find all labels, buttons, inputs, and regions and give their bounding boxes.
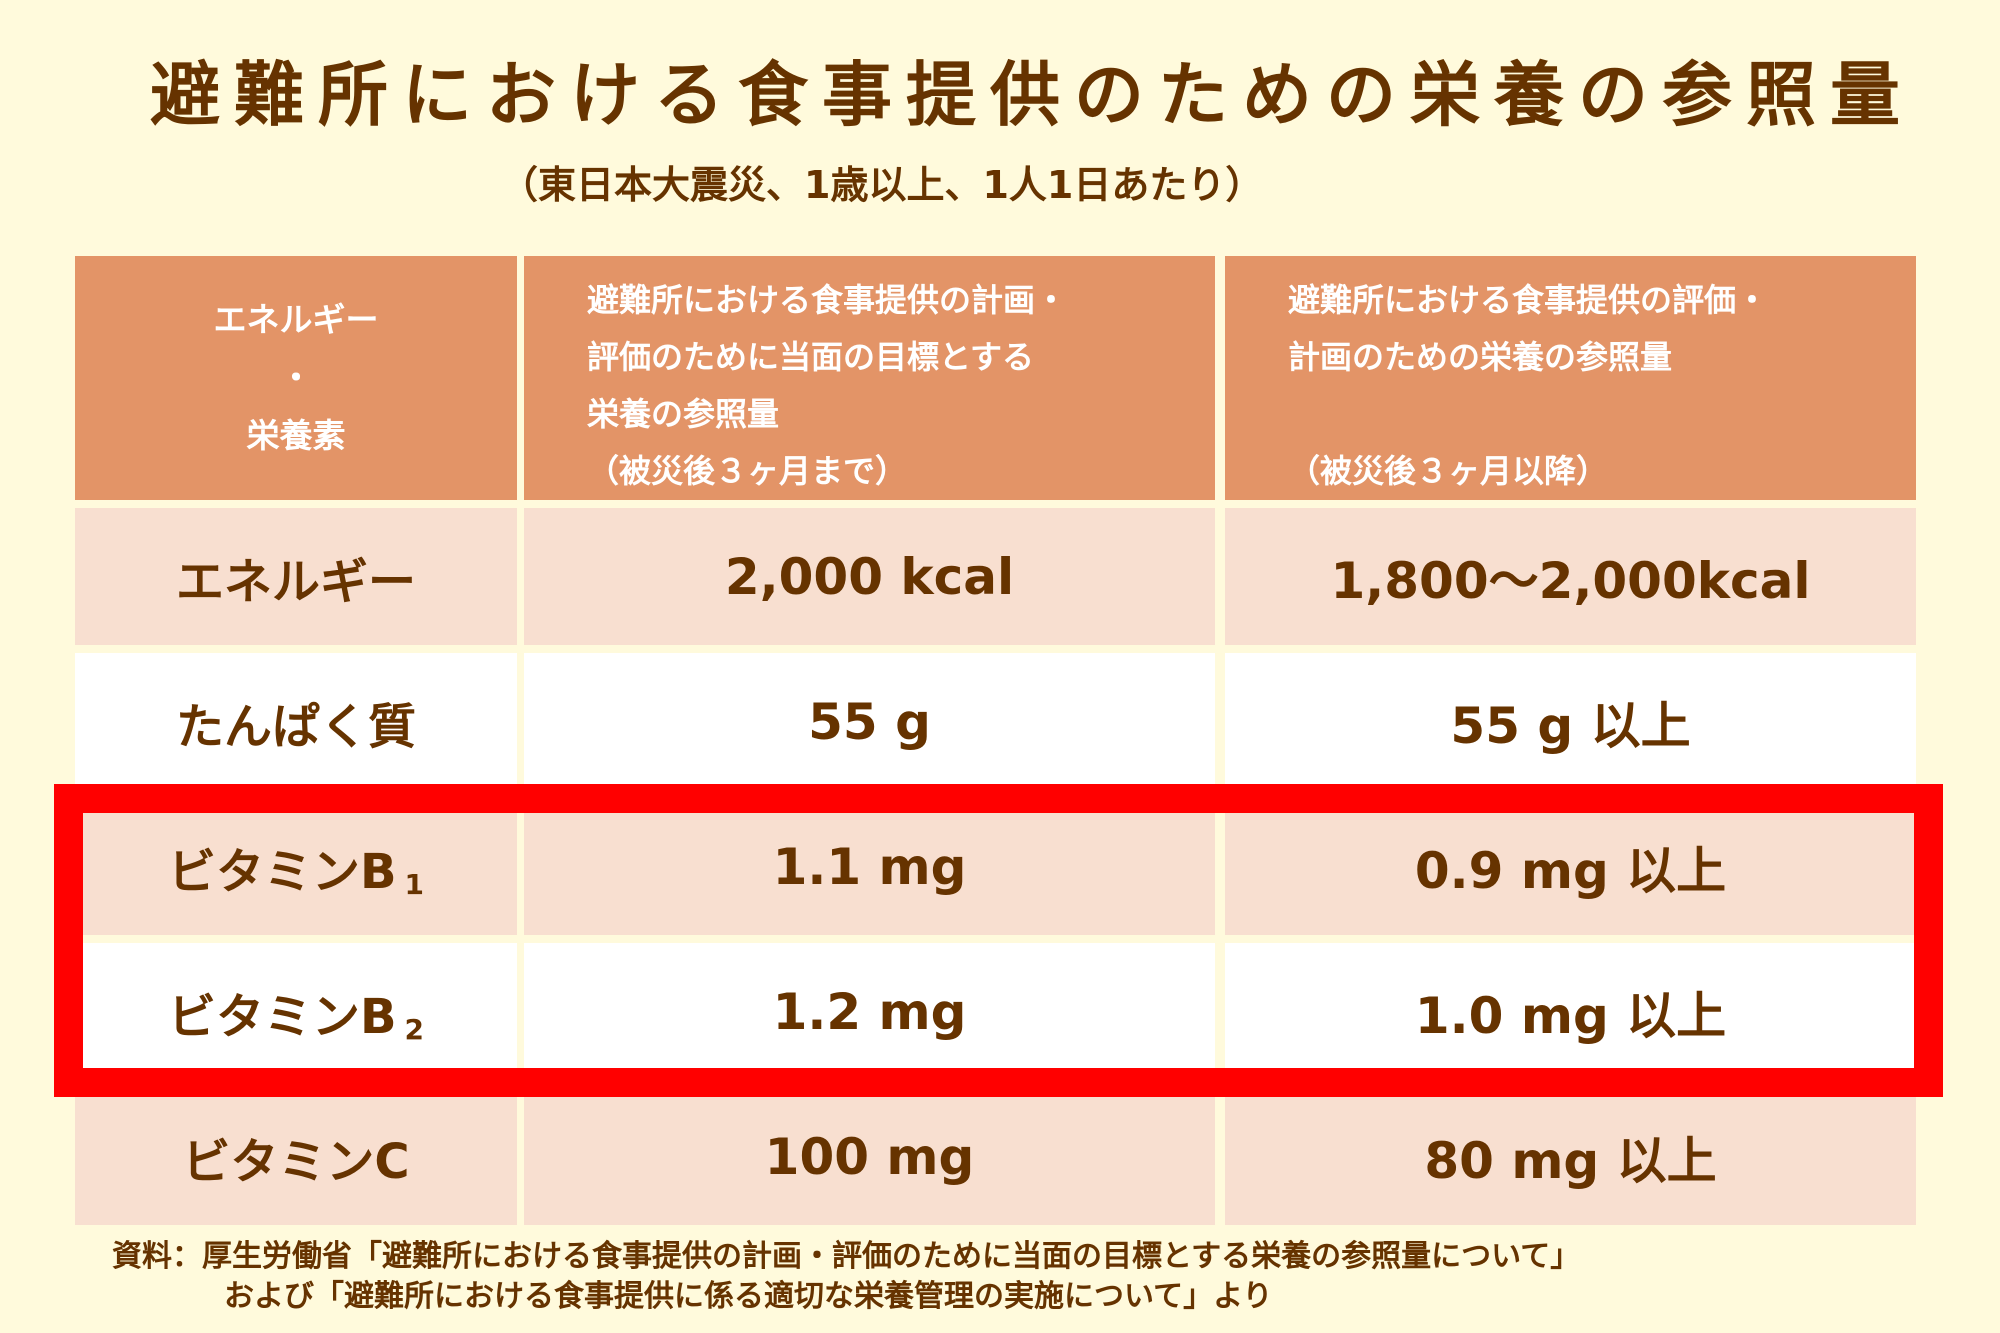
table-row-protein-short: 55 g <box>524 653 1215 790</box>
table-row-energy-short: 2,000 kcal <box>524 508 1215 645</box>
short-term-value: 100 mg <box>764 1127 975 1186</box>
nutrient-name: たんぱく質 <box>175 698 416 755</box>
long-term-value: 55 g 以上 <box>1450 696 1691 755</box>
header-nutrient: エネルギー ・ 栄養素 <box>75 256 517 500</box>
table-row-vitamin-b2-short: 1.2 mg <box>524 943 1215 1080</box>
source-line-1: 資料：厚生労働省「避難所における食事提供の計画・評価のために当面の目標とする栄養… <box>112 1239 1581 1274</box>
nutrient-name: ビタミンC <box>182 1133 410 1190</box>
table-row-protein-name: たんぱく質 <box>75 653 517 790</box>
header-long-term: 避難所における食事提供の評価・ 計画のための栄養の参照量 （被災後３ヶ月以降） <box>1225 256 1916 500</box>
short-term-value: 55 g <box>808 692 931 751</box>
table-row-protein-long: 55 g 以上 <box>1225 653 1916 790</box>
short-term-value: 1.1 mg <box>772 837 967 896</box>
page-subtitle: （東日本大震災、1歳以上、1人1日あたり） <box>500 163 1264 207</box>
long-term-value: 80 mg 以上 <box>1424 1131 1717 1190</box>
table-row-vitamin-c-short: 100 mg <box>524 1088 1215 1225</box>
long-term-value: 0.9 mg 以上 <box>1414 841 1727 900</box>
table-row-energy-long: 1,800～2,000kcal <box>1225 508 1916 645</box>
source-citation: 資料：厚生労働省「避難所における食事提供の計画・評価のために当面の目標とする栄養… <box>112 1237 1580 1317</box>
nutrient-name: ビタミンB 2 <box>167 988 425 1046</box>
table-row-vitamin-b2-long: 1.0 mg 以上 <box>1225 943 1916 1080</box>
table-row-vitamin-b1-long: 0.9 mg 以上 <box>1225 798 1916 935</box>
table-row-vitamin-b1-name: ビタミンB 1 <box>75 798 517 935</box>
table-row-energy-name: エネルギー <box>75 508 517 645</box>
source-line-2: および「避難所における食事提供に係る適切な栄養管理の実施について」より <box>224 1279 1273 1314</box>
long-term-value: 1,800～2,000kcal <box>1330 551 1811 610</box>
short-term-value: 2,000 kcal <box>724 547 1015 606</box>
nutrient-name: ビタミンB 1 <box>167 843 425 901</box>
table-row-vitamin-c-long: 80 mg 以上 <box>1225 1088 1916 1225</box>
page-title: 避難所における食事提供のための栄養の参照量 <box>150 54 1914 136</box>
short-term-value: 1.2 mg <box>772 982 967 1041</box>
long-term-value: 1.0 mg 以上 <box>1414 986 1727 1045</box>
nutrient-name: エネルギー <box>175 553 416 610</box>
header-short-term: 避難所における食事提供の計画・ 評価のために当面の目標とする 栄養の参照量 （被… <box>524 256 1215 500</box>
table-row-vitamin-b2-name: ビタミンB 2 <box>75 943 517 1080</box>
table-row-vitamin-c-name: ビタミンC <box>75 1088 517 1225</box>
table-row-vitamin-b1-short: 1.1 mg <box>524 798 1215 935</box>
